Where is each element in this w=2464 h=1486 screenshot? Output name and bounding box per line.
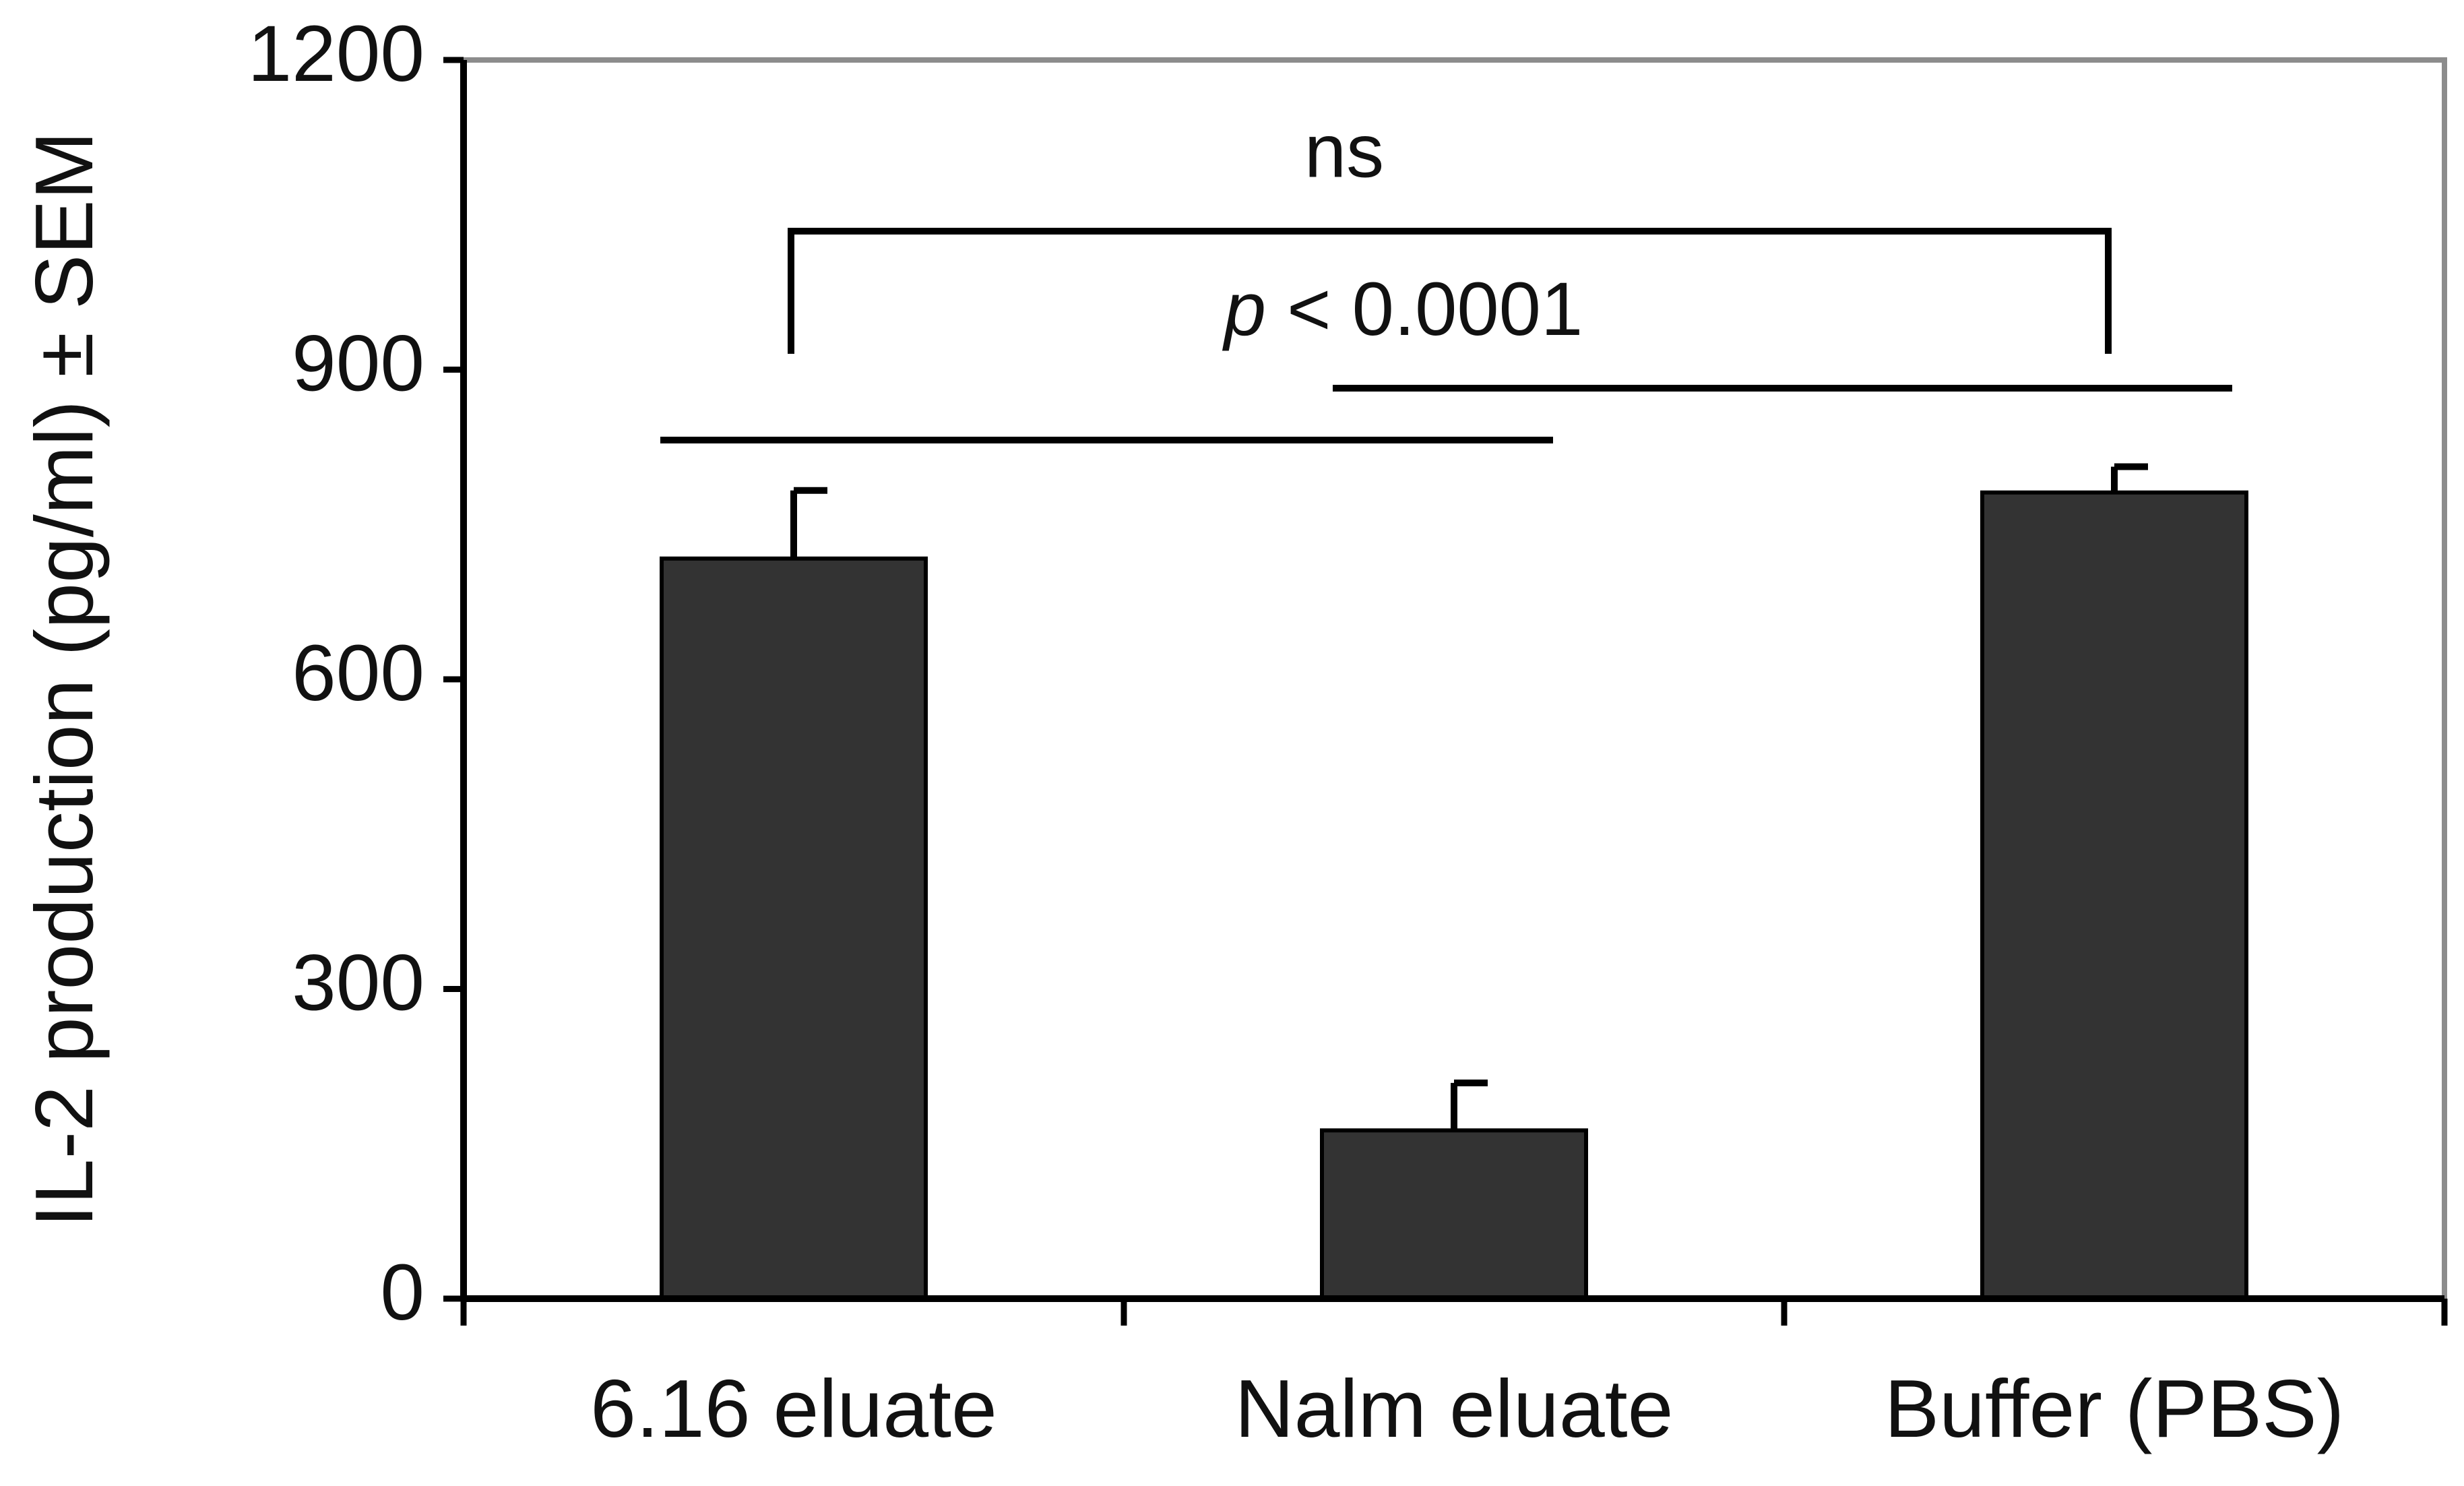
p-text: < 0.0001	[1287, 267, 1583, 351]
bar	[1980, 490, 2248, 1301]
y-tick-label: 900	[292, 319, 424, 408]
ns-label: ns	[1304, 109, 1384, 193]
bar	[660, 556, 928, 1301]
y-axis-label: IL-2 production (pg/ml) ± SEM	[18, 131, 110, 1227]
x-tick-label: 6.16 eluate	[590, 1363, 997, 1454]
y-tick-label: 600	[292, 629, 424, 718]
y-tick-label: 0	[380, 1248, 424, 1337]
ns-bracket	[788, 228, 2112, 354]
x-tick-label: Buffer (PBS)	[1885, 1363, 2345, 1454]
p-symbol: p	[1222, 267, 1266, 351]
y-tick-label: 1200	[247, 9, 424, 98]
p-value-label: p < 0.0001	[1222, 267, 1583, 351]
y-tick-label: 300	[292, 939, 424, 1028]
plot-frame	[464, 57, 2447, 1299]
x-tick-label: Nalm eluate	[1235, 1363, 1674, 1454]
bar	[1320, 1128, 1588, 1301]
